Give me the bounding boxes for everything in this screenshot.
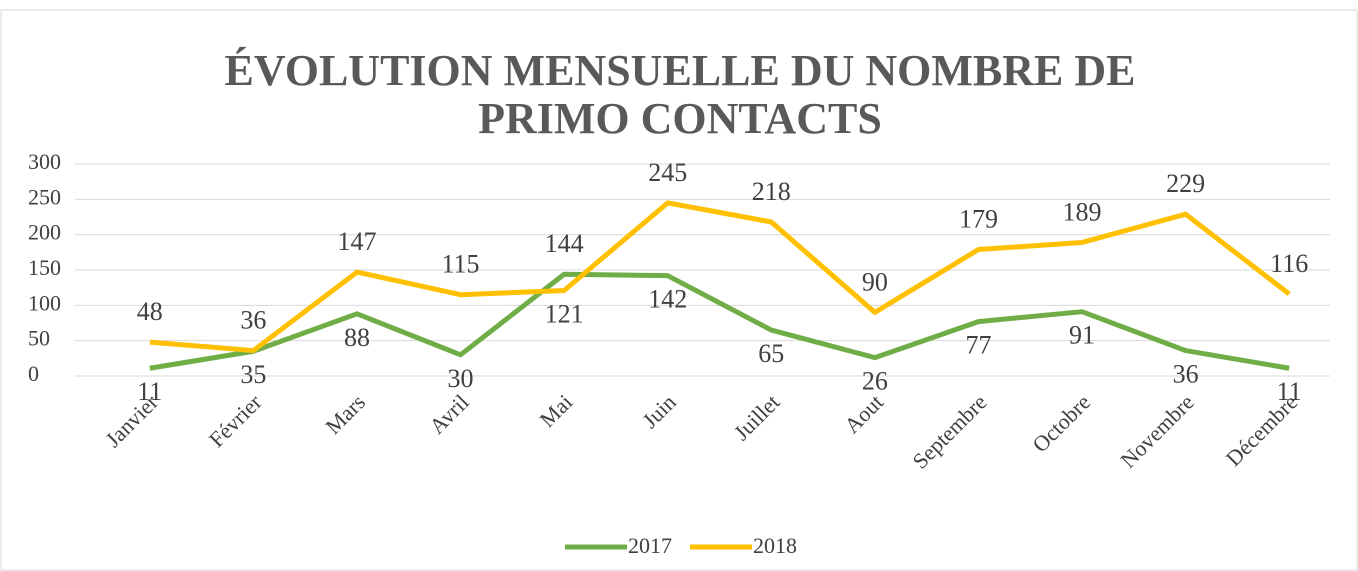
data-label: 36 <box>240 306 266 335</box>
data-label: 179 <box>959 204 998 233</box>
y-tick-label: 100 <box>28 290 61 315</box>
data-label: 218 <box>752 177 791 206</box>
data-label: 11 <box>137 377 162 406</box>
data-label: 48 <box>137 297 163 326</box>
data-label: 144 <box>545 229 584 258</box>
title-line: PRIMO CONTACTS <box>478 94 882 143</box>
data-label: 11 <box>1277 377 1302 406</box>
data-label: 121 <box>545 299 584 328</box>
data-label: 30 <box>448 364 474 393</box>
data-label: 116 <box>1270 249 1308 278</box>
data-label: 36 <box>1173 360 1199 389</box>
y-tick-label: 250 <box>28 184 61 209</box>
data-label: 142 <box>648 285 687 314</box>
chart-frame <box>0 9 1358 571</box>
data-label: 35 <box>240 360 266 389</box>
y-tick-label: 200 <box>28 220 61 245</box>
series-line <box>149 200 1291 354</box>
data-label: 147 <box>337 227 376 256</box>
data-label: 65 <box>758 339 784 368</box>
data-label: 90 <box>862 267 888 296</box>
series-line <box>149 271 1290 371</box>
y-tick-label: 50 <box>28 326 50 351</box>
data-label: 91 <box>1069 321 1095 350</box>
data-label: 115 <box>442 250 480 279</box>
data-label: 189 <box>1063 197 1102 226</box>
y-tick-label: 150 <box>28 255 61 280</box>
data-label: 245 <box>648 158 687 187</box>
legend-label: 2018 <box>753 533 797 558</box>
y-tick-label: 0 <box>28 361 39 386</box>
data-label: 77 <box>965 331 991 360</box>
chart-title: ÉVOLUTION MENSUELLE DU NOMBRE DE PRIMO CO… <box>224 46 1135 143</box>
data-label: 88 <box>344 323 370 352</box>
y-tick-label: 300 <box>28 149 61 174</box>
data-label: 229 <box>1166 169 1205 198</box>
legend-label: 2017 <box>628 533 672 558</box>
data-label: 26 <box>862 367 888 396</box>
title-line: ÉVOLUTION MENSUELLE DU NOMBRE DE <box>224 46 1135 95</box>
